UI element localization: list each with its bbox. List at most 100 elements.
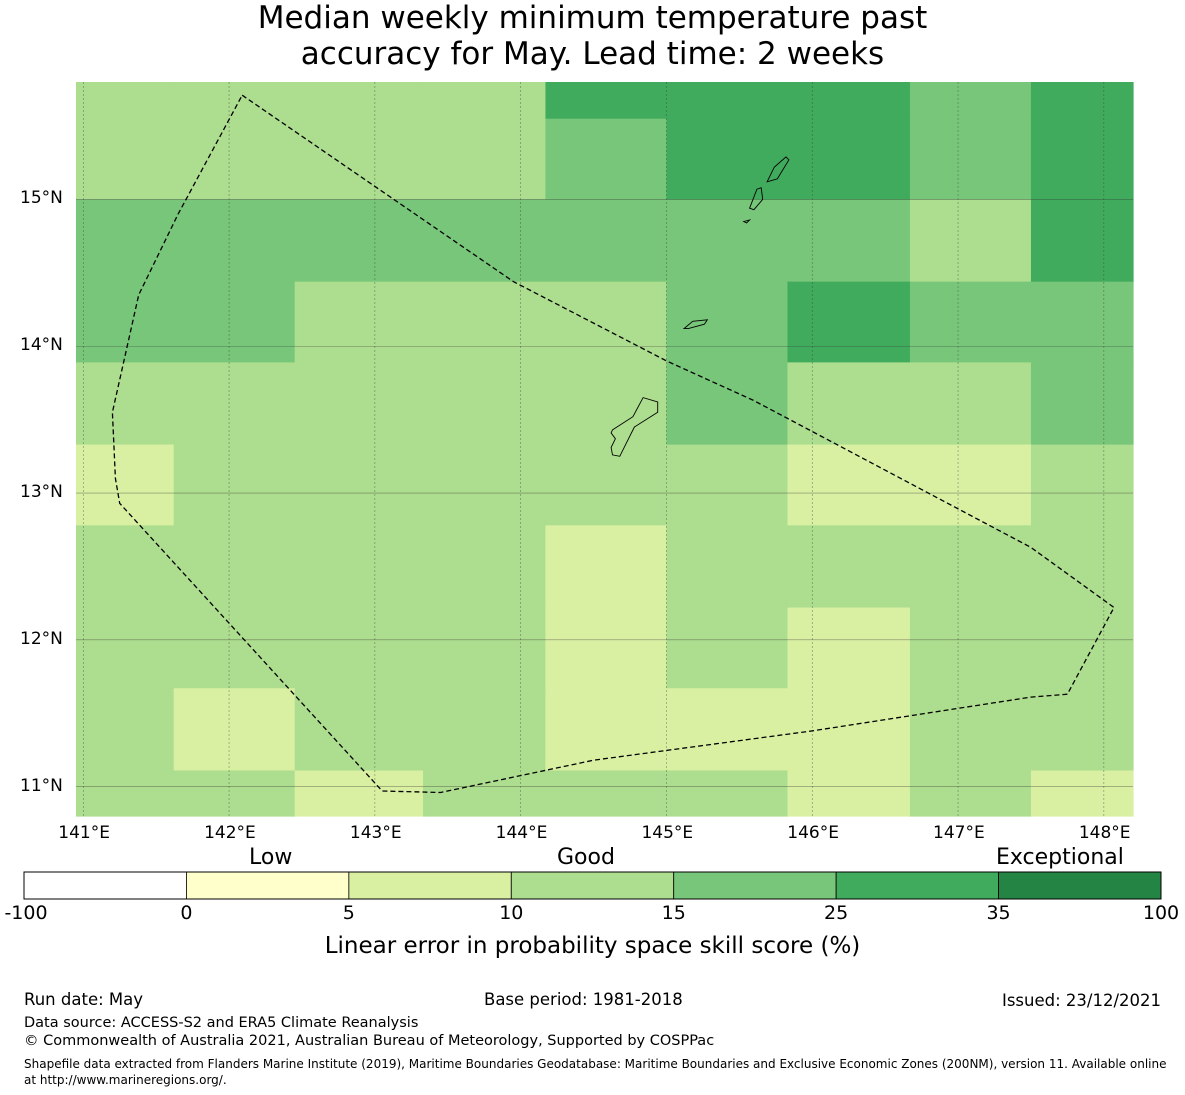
skill-cell [787,281,911,363]
skill-cell [545,444,668,526]
skill-cell [294,444,424,526]
run-date: Run date: May [24,990,144,1009]
skill-cell [787,525,911,609]
latitude-tick-label: 13°N [20,482,63,503]
latitude-tick-label: 15°N [20,188,63,209]
colorbar-segment [835,871,999,900]
colorbar-tick-label: 15 [661,902,686,924]
skill-cell [76,688,175,772]
island-outline-guam [610,397,659,457]
skill-cell [422,118,547,201]
skill-cell [666,118,789,201]
skill-cell [787,444,911,526]
skill-cell [1030,199,1134,283]
skill-cell [422,444,547,526]
latitude-tick-label: 12°N [20,628,63,649]
colorbar [23,871,1162,900]
skill-cell [1030,118,1134,201]
skill-cell [545,281,668,363]
skill-cell [545,525,668,609]
skill-cell [666,199,789,283]
skill-cell [1030,525,1134,609]
colorbar-segment [23,871,187,900]
skill-cell [76,362,175,446]
skill-cell [76,444,175,526]
eez-dashed-line [111,94,1115,794]
skill-cell [294,199,424,283]
skill-cell [294,525,424,609]
map-title-line-2: accuracy for May. Lead time: 2 weeks [300,36,885,72]
skill-cell [787,770,911,817]
skill-cell [909,82,1032,120]
island-outline-aguijan [742,219,752,224]
skill-cell [909,281,1032,363]
skill-grid [76,82,1134,817]
skill-cell [294,281,424,363]
longitude-tick-label: 147°E [933,823,985,843]
skill-cell [173,362,296,446]
longitude-tick-label: 145°E [641,823,694,843]
skill-cell [173,525,296,609]
skill-cell [294,82,424,120]
skill-cell [787,607,911,689]
longitude-tick-label: 148°E [1078,823,1131,843]
skill-cell [1030,281,1134,363]
skill-cell [76,607,175,689]
copyright-notice: © Commonwealth of Australia 2021, Austra… [24,1033,715,1049]
longitude-tick-label: 146°E [787,823,839,843]
colorbar-segment [998,871,1162,900]
skill-cell [787,362,911,446]
skill-cell [422,82,547,120]
skill-cell [422,362,547,446]
skill-cell [173,770,296,817]
issued-date: Issued: 23/12/2021 [1001,991,1161,1010]
skill-cell [787,199,911,283]
colorbar-tick-label: 25 [824,902,849,924]
skill-cell [909,688,1032,772]
skill-cell [294,362,424,446]
skill-cell [76,82,175,120]
colorbar-tick-label: 5 [342,902,355,924]
colorbar-segment [186,871,350,900]
skill-cell [787,688,911,772]
skill-cell [666,607,789,689]
latitude-tick-label: 11°N [20,775,63,796]
skill-cell [422,770,547,817]
data-source: Data source: ACCESS-S2 and ERA5 Climate … [24,1015,419,1031]
skill-cell [666,444,789,526]
skill-cell [545,199,668,283]
skill-cell [545,118,668,201]
eez-boundary [111,94,1115,794]
latitude-tick-label: 14°N [20,335,63,356]
colorbar-category-exceptional: Exceptional [996,845,1124,870]
skill-cell [294,688,424,772]
island-outline-saipan [766,156,790,183]
skill-cell [545,82,668,120]
skill-cell [666,82,789,120]
skill-cell [1030,607,1134,689]
colorbar-tick-label: -100 [4,902,48,924]
skill-cell [909,199,1032,283]
skill-cell [294,118,424,201]
skill-cell [1030,444,1134,526]
skill-cell [173,688,296,772]
longitude-tick-label: 141°E [58,823,110,843]
base-period: Base period: 1981-2018 [484,990,683,1009]
colorbar-frame [23,871,1162,900]
skill-cell [666,770,789,817]
graticule [76,82,1133,816]
skill-cell [294,770,424,817]
colorbar-category-low: Low [249,845,293,870]
skill-cell [422,199,547,283]
island-outlines [610,156,790,457]
skill-cell [76,199,175,283]
skill-cell [1030,82,1134,120]
skill-cell [1030,688,1134,772]
skill-cell [909,770,1032,817]
skill-cell [76,525,175,609]
colorbar-tick-label: 0 [180,902,193,924]
skill-cell [666,362,789,446]
skill-cell [909,362,1032,446]
skill-cell [666,688,789,772]
